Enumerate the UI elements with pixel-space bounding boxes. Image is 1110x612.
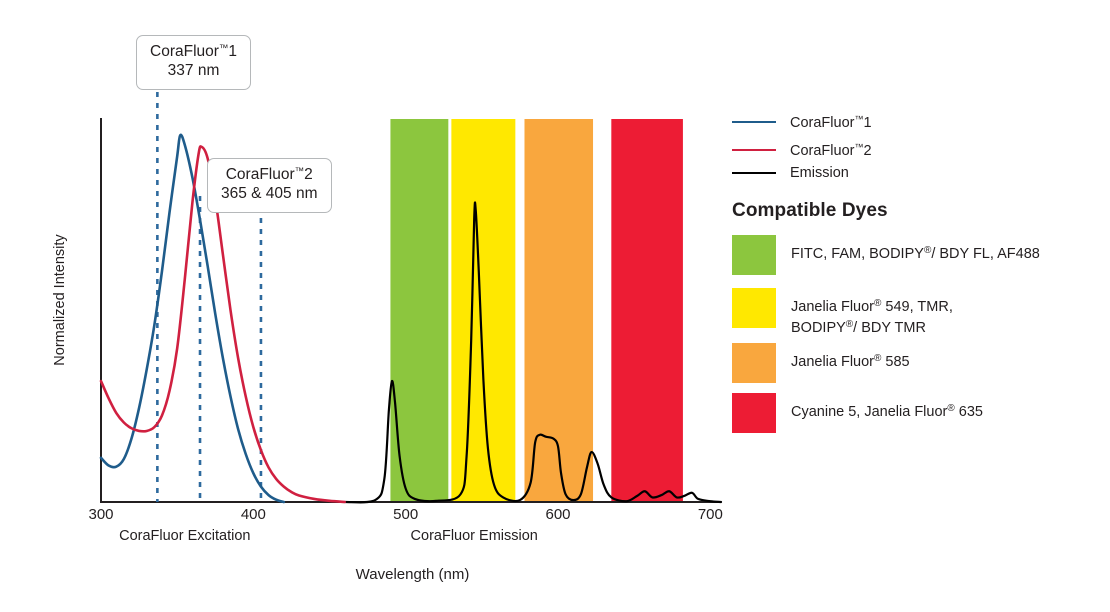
x-axis-emission-region-label: CoraFluor Emission <box>410 528 538 544</box>
dye-color-swatch <box>732 393 776 433</box>
dye-label-line: Janelia Fluor® 585 <box>791 353 910 370</box>
x-axis-excitation-region-label: CoraFluor Excitation <box>119 528 251 544</box>
registered-symbol: ® <box>947 403 955 414</box>
dye-color-swatch <box>732 288 776 328</box>
curve-excitation-1 <box>99 133 286 504</box>
yellow-band <box>451 119 516 502</box>
dye-legend-label: Cyanine 5, Janelia Fluor® 635 <box>791 393 983 423</box>
trademark-symbol: ™ <box>854 113 864 124</box>
x-tick-400: 400 <box>240 506 266 523</box>
curve-emission <box>343 201 723 504</box>
callout-cf1-value: 337 nm <box>167 62 220 80</box>
trademark-symbol: ™ <box>218 43 229 54</box>
dye-legend-label: Janelia Fluor® 549, TMR, BODIPY®/ BDY TMR <box>791 288 953 338</box>
legend-series-label: CoraFluor™1 <box>790 113 872 131</box>
registered-symbol: ® <box>874 298 882 309</box>
legend-line-swatch <box>732 172 776 174</box>
y-axis-title: Normalized Intensity <box>52 234 68 366</box>
legend-series-2: CoraFluor™2 <box>732 141 872 159</box>
x-tick-600: 600 <box>545 506 571 523</box>
legend-series-3: Emission <box>732 164 849 182</box>
legend-series-label: Emission <box>790 165 849 181</box>
spectra-curves <box>99 133 723 504</box>
annotation-dashed-lines <box>156 92 263 502</box>
x-tick-700: 700 <box>697 506 723 523</box>
dye-legend-row: Cyanine 5, Janelia Fluor® 635 <box>732 393 983 433</box>
x-tick-500: 500 <box>393 506 419 523</box>
dye-legend-row: Janelia Fluor® 549, TMR, BODIPY®/ BDY TMR <box>732 288 953 338</box>
x-tick-300: 300 <box>88 506 114 523</box>
registered-symbol: ® <box>923 245 932 256</box>
callout-cf2-value: 365 & 405 nm <box>221 185 318 203</box>
registered-symbol: ® <box>874 353 882 364</box>
dye-legend-row: Janelia Fluor® 585 <box>732 343 910 383</box>
legend-series-label: CoraFluor™2 <box>790 141 872 159</box>
callout-corafluor-2: CoraFluor™2 365 & 405 nm <box>207 158 332 214</box>
callout-cf2-title: CoraFluor™2 <box>225 166 313 184</box>
trademark-symbol: ™ <box>294 166 305 177</box>
dye-legend-label: FITC, FAM, BODIPY®/ BDY FL, AF488 <box>791 235 1040 265</box>
dye-label-line: Cyanine 5, Janelia Fluor® 635 <box>791 403 983 420</box>
legend-panel: CoraFluor™1 CoraFluor™2 Emission Compatibl… <box>730 0 1110 612</box>
legend-line-swatch <box>732 121 776 123</box>
curve-excitation-2 <box>99 145 347 504</box>
dye-color-swatch <box>732 235 776 275</box>
x-axis-title: Wavelength (nm) <box>355 566 470 583</box>
dye-legend-label: Janelia Fluor® 585 <box>791 343 910 373</box>
dye-label-line: BODIPY®/ BDY TMR <box>791 318 926 336</box>
legend-series-1: CoraFluor™1 <box>732 113 872 131</box>
dye-label-line: Janelia Fluor® 549, TMR, <box>791 298 953 315</box>
chart-axes <box>100 118 721 503</box>
dye-label-line: FITC, FAM, BODIPY®/ BDY FL, AF488 <box>791 245 1040 262</box>
trademark-symbol: ™ <box>854 141 864 152</box>
dye-color-swatch <box>732 343 776 383</box>
spectra-chart <box>99 92 723 504</box>
compatible-dye-bands <box>390 119 683 502</box>
dye-legend-row: FITC, FAM, BODIPY®/ BDY FL, AF488 <box>732 235 1040 275</box>
red-band <box>611 119 683 502</box>
registered-symbol: ® <box>845 318 854 330</box>
legend-line-swatch <box>732 149 776 151</box>
callout-cf1-title: CoraFluor™1 <box>150 43 238 61</box>
plot-area: CoraFluor™1 337 nm CoraFluor™2 365 & 405… <box>52 35 723 583</box>
callout-corafluor-1: CoraFluor™1 337 nm <box>136 35 252 91</box>
green-band <box>390 119 449 502</box>
compatible-dyes-title: Compatible Dyes <box>732 200 888 221</box>
